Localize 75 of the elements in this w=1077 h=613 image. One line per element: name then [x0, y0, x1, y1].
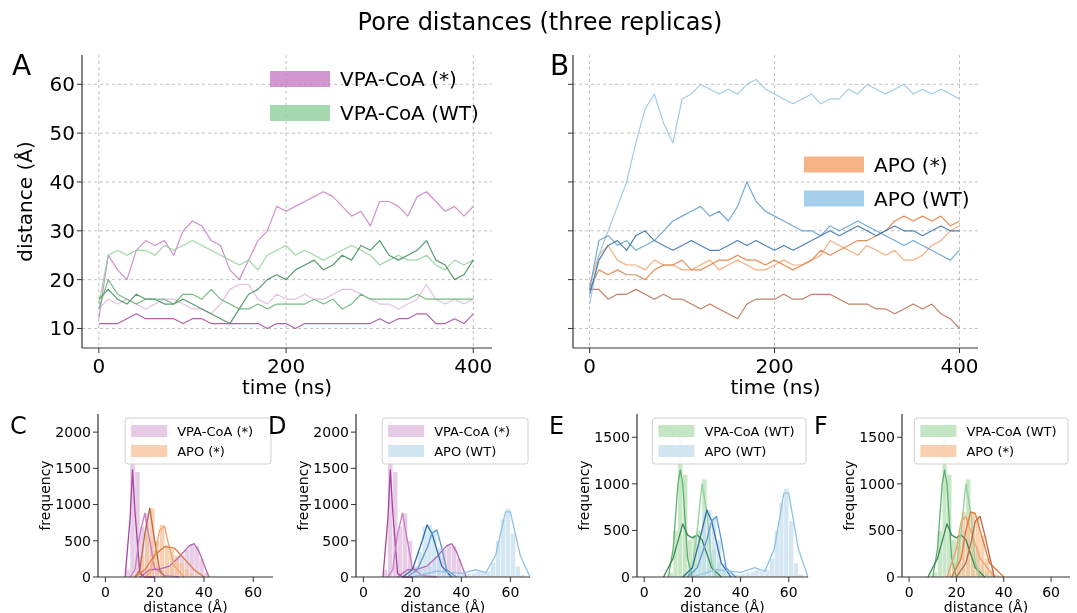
- text: C: [10, 412, 27, 440]
- legend-label: APO (*): [177, 443, 225, 459]
- y-axis-title: frequency: [295, 460, 311, 531]
- y-tick-label: 2000: [313, 424, 349, 441]
- annotation: D: [268, 412, 287, 440]
- legend-label: VPA-CoA (WT): [704, 423, 795, 439]
- x-tick-label: 40: [452, 583, 471, 600]
- x-axis-title: distance (Å): [943, 598, 1029, 613]
- legend-label: VPA-CoA (WT): [340, 101, 479, 125]
- y-tick-label: 1000: [55, 496, 91, 513]
- legend-label: APO (WT): [874, 186, 970, 211]
- y-tick-label: 0: [886, 568, 895, 585]
- x-tick-label: 0: [904, 583, 914, 600]
- x-tick-label: 60: [1042, 583, 1060, 600]
- x-tick-label: 20: [683, 583, 702, 600]
- y-tick-label: 500: [603, 522, 630, 539]
- legend-label: APO (WT): [704, 443, 767, 459]
- y-tick-label: 40: [49, 169, 75, 194]
- legend-label: APO (WT): [434, 443, 497, 459]
- y-tick-label: 10: [49, 316, 75, 341]
- legend-label: VPA-CoA (*): [340, 67, 457, 91]
- legend-label: VPA-CoA (WT): [966, 423, 1057, 439]
- x-tick-label: 40: [195, 583, 213, 600]
- text: E: [549, 412, 565, 440]
- x-tick-label: 60: [501, 583, 520, 600]
- x-tick-label: 0: [100, 583, 110, 600]
- x-tick-label: 60: [244, 583, 263, 600]
- y-axis-title: frequency: [37, 460, 53, 531]
- y-tick-label: 1500: [594, 429, 630, 446]
- y-axis-title: frequency: [576, 460, 592, 531]
- text: A: [12, 49, 32, 82]
- y-tick-label: 1000: [313, 496, 349, 513]
- text: Pore distances (three replicas): [357, 8, 723, 36]
- x-tick-label: 400: [454, 354, 493, 378]
- legend-label: APO (*): [966, 443, 1015, 459]
- x-tick-label: 20: [947, 583, 966, 600]
- x-tick-label: 0: [358, 583, 368, 600]
- x-axis-title: time (ns): [730, 375, 821, 399]
- y-tick-label: 1500: [55, 460, 91, 477]
- x-tick-label: 40: [731, 583, 750, 600]
- y-tick-label: 1000: [594, 475, 630, 492]
- x-tick-label: 200: [755, 354, 794, 378]
- x-axis-title: distance (Å): [680, 598, 765, 613]
- y-tick-label: 0: [621, 568, 630, 585]
- x-tick-label: 20: [145, 583, 164, 600]
- y-tick-label: 1500: [313, 460, 349, 477]
- y-tick-label: 500: [64, 532, 91, 549]
- x-tick-label: 400: [940, 354, 979, 378]
- y-tick-label: 1500: [859, 429, 895, 446]
- text: F: [814, 412, 828, 440]
- y-tick-label: 1000: [859, 475, 895, 492]
- x-tick-label: 20: [403, 583, 422, 600]
- y-tick-label: 30: [49, 218, 75, 243]
- x-tick-label: 40: [994, 583, 1013, 600]
- y-tick-label: 60: [49, 72, 75, 97]
- legend-label: APO (*): [874, 152, 948, 177]
- y-axis-title: distance (Å): [13, 141, 37, 262]
- x-tick-label: 0: [639, 583, 649, 600]
- legend-label: VPA-CoA (*): [434, 423, 511, 439]
- y-tick-label: 0: [82, 568, 91, 585]
- x-axis-title: time (ns): [241, 375, 333, 399]
- y-tick-label: 20: [49, 267, 75, 292]
- x-tick-label: 200: [266, 354, 306, 378]
- y-axis-title: frequency: [841, 460, 857, 531]
- y-tick-label: 50: [49, 121, 75, 146]
- x-axis-title: distance (Å): [400, 598, 486, 613]
- legend-label: VPA-CoA (*): [177, 423, 254, 439]
- x-axis-title: distance (Å): [143, 598, 228, 613]
- y-tick-label: 2000: [55, 424, 91, 441]
- x-tick-label: 0: [92, 354, 106, 378]
- y-tick-label: 500: [868, 522, 895, 539]
- x-tick-label: 60: [779, 583, 798, 600]
- text: B: [550, 49, 570, 82]
- y-tick-label: 0: [340, 568, 349, 585]
- y-tick-label: 500: [322, 532, 349, 549]
